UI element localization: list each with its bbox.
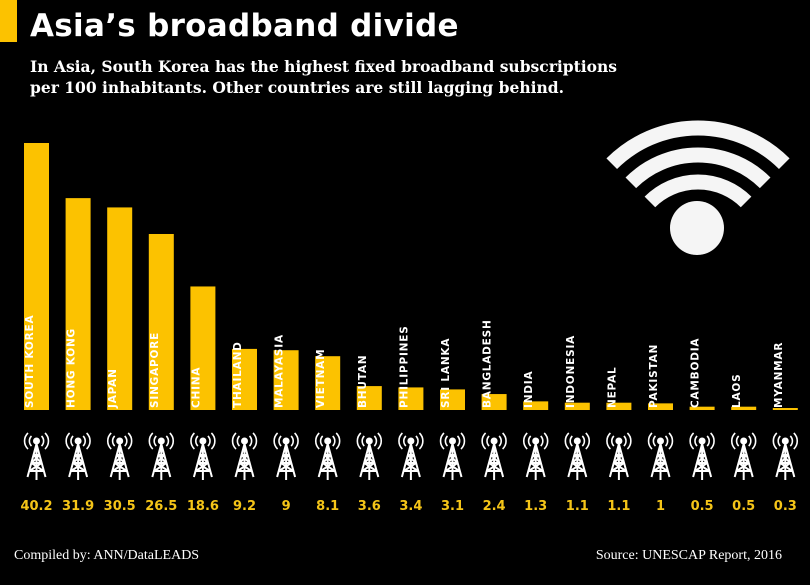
radio-tower-icon [315, 432, 341, 480]
bar [606, 402, 632, 410]
wifi-arc-middle [625, 147, 771, 189]
bar [481, 394, 507, 410]
wifi-arc-inner [644, 174, 752, 208]
radio-tower-icon [606, 432, 632, 480]
radio-tower-icon [564, 432, 590, 480]
wifi-arc-outer [606, 120, 790, 170]
bar [564, 402, 590, 410]
value-label: 2.4 [483, 499, 506, 514]
category-label: SINGAPORE [149, 332, 161, 408]
category-label: PHILIPPINES [398, 325, 410, 408]
category-label: JAPAN [107, 368, 119, 409]
bar [148, 233, 174, 410]
radio-tower-icon [65, 432, 91, 480]
value-label: 1 [656, 499, 665, 514]
chart-subtitle: In Asia, South Korea has the highest fix… [30, 57, 617, 97]
value-label: 18.6 [187, 499, 219, 514]
bar [107, 207, 133, 410]
radio-tower-icon [523, 432, 549, 480]
radio-tower-icon [273, 432, 299, 480]
category-label: PAKISTAN [648, 344, 660, 408]
value-label: 9.2 [233, 499, 256, 514]
category-label: BANGLADESH [482, 319, 494, 408]
bar [648, 403, 673, 410]
wifi-dot [670, 201, 724, 255]
category-label: HONG KONG [66, 328, 78, 408]
value-label: 9 [282, 499, 291, 514]
bar [65, 198, 91, 410]
radio-tower-icon [231, 432, 258, 480]
category-label: LAOS [731, 373, 743, 408]
category-label: CAMBODIA [690, 338, 702, 408]
category-label: INDIA [523, 370, 535, 408]
wifi-icon [606, 120, 790, 255]
bar [24, 143, 49, 410]
bar [356, 386, 382, 410]
radio-tower-icon [689, 432, 715, 480]
radio-tower-icon [398, 432, 424, 480]
bar [731, 406, 757, 410]
title-accent-bar [0, 0, 17, 42]
category-label: CHINA [190, 367, 202, 408]
bar [232, 348, 257, 410]
value-label: 0.5 [691, 499, 714, 514]
value-label: 8.1 [316, 499, 339, 514]
value-label: 1.1 [607, 499, 630, 514]
value-label: 0.3 [774, 499, 797, 514]
bar [398, 387, 424, 410]
bar [523, 401, 549, 410]
category-label: MYANMAR [773, 342, 785, 408]
value-label: 1.3 [524, 499, 547, 514]
radio-tower-icon [190, 432, 216, 480]
category-label: THAILAND [232, 341, 244, 408]
chart-title: Asia’s broadband divide [30, 8, 459, 44]
footer-source: Source: UNESCAP Report, 2016 [595, 548, 782, 563]
footer-credit: Compiled by: ANN/DataLEADS [14, 548, 200, 563]
radio-tower-icon [23, 432, 50, 480]
radio-tower-icon [439, 432, 466, 480]
radio-tower-icon [148, 432, 174, 480]
radio-tower-icon [481, 432, 507, 480]
bar [440, 389, 465, 410]
category-label: BHUTAN [357, 355, 369, 408]
category-label: SRI LANKA [440, 338, 452, 408]
value-label: 0.5 [732, 499, 755, 514]
radio-tower-icon [647, 432, 674, 480]
value-label: 31.9 [62, 499, 94, 514]
category-label: INDONESIA [565, 335, 577, 408]
value-label: 3.1 [441, 499, 464, 514]
bar [689, 406, 715, 410]
bar [190, 286, 216, 410]
bar [772, 408, 798, 410]
value-label: 1.1 [566, 499, 589, 514]
bar [273, 350, 299, 410]
radio-tower-icon [107, 432, 133, 480]
value-label: 30.5 [104, 499, 136, 514]
radio-tower-icon [772, 432, 798, 480]
category-label: SOUTH KOREA [24, 315, 36, 408]
value-label: 40.2 [20, 499, 52, 514]
radio-tower-icon [731, 432, 757, 480]
value-label: 3.6 [358, 499, 381, 514]
value-label: 26.5 [145, 499, 177, 514]
category-label: NEPAL [606, 366, 618, 408]
radio-tower-icon [356, 432, 382, 480]
value-label: 3.4 [399, 499, 422, 514]
category-label: MALAYASIA [274, 334, 286, 408]
category-label: VIETNAM [315, 349, 327, 408]
bar [315, 356, 341, 410]
